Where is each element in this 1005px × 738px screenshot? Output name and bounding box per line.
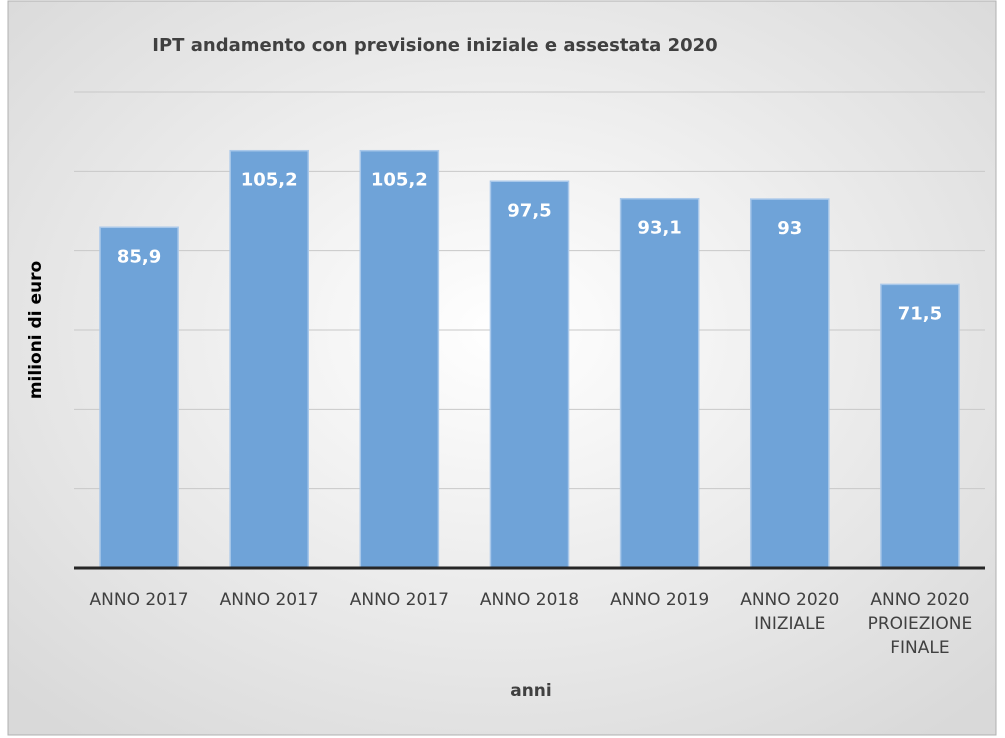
bar bbox=[489, 180, 570, 569]
chart-title: IPT andamento con previsione iniziale e … bbox=[152, 35, 717, 56]
data-label: 105,2 bbox=[371, 170, 428, 191]
x-tick-label: ANNO 2020 INIZIALE bbox=[740, 590, 840, 634]
bar bbox=[619, 197, 700, 569]
bar bbox=[880, 283, 960, 569]
bar bbox=[749, 198, 830, 569]
x-tick-label: ANNO 2017 bbox=[89, 590, 189, 610]
data-label: 85,9 bbox=[117, 246, 161, 267]
data-label: 93 bbox=[777, 218, 802, 239]
y-axis-title: milioni di euro bbox=[26, 261, 46, 399]
data-label: 71,5 bbox=[898, 303, 942, 324]
x-tick-label: ANNO 2018 bbox=[479, 590, 580, 610]
x-axis-title: anni bbox=[510, 681, 552, 701]
data-label: 105,2 bbox=[241, 170, 298, 191]
x-tick-label: ANNO 2017 bbox=[349, 590, 449, 610]
bar bbox=[229, 149, 310, 569]
x-tick-label: ANNO 2019 bbox=[610, 590, 710, 610]
bar bbox=[359, 149, 440, 569]
data-label: 97,5 bbox=[507, 200, 551, 221]
x-tick-label: ANNO 2017 bbox=[219, 590, 319, 610]
data-label: 93,1 bbox=[637, 218, 681, 239]
bar bbox=[99, 226, 179, 569]
x-tick-label: ANNO 2020 PROIEZIONE FINALE bbox=[867, 590, 973, 658]
